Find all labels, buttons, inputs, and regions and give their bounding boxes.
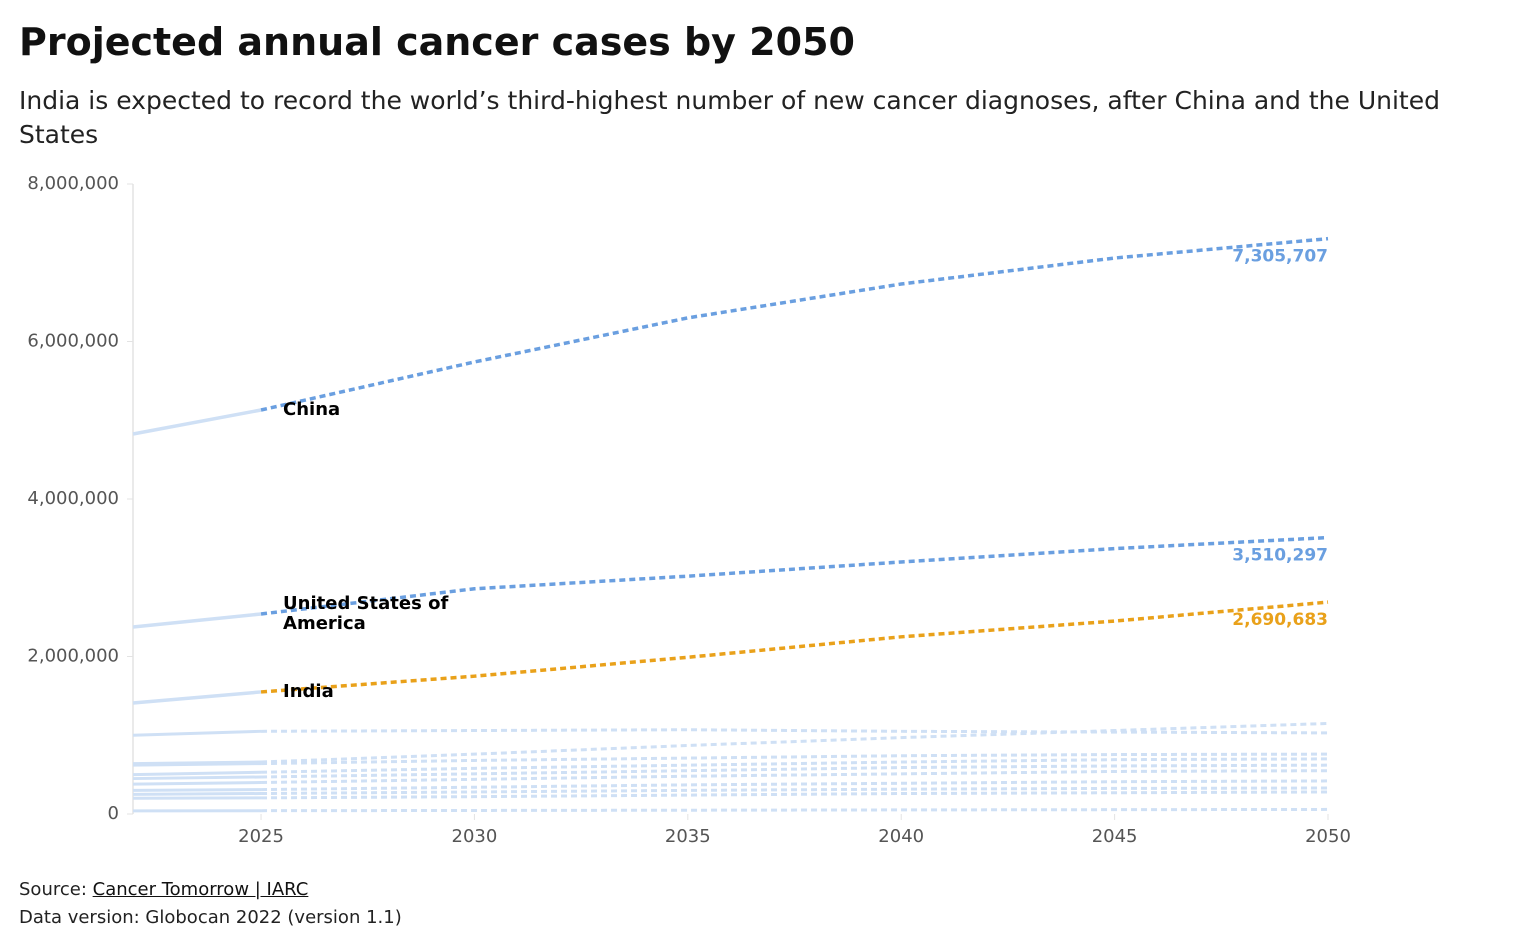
y-tick-label: 6,000,000 (27, 331, 119, 352)
line-projected (260, 721, 1329, 764)
line-projected (261, 807, 1329, 813)
line-observed (132, 788, 262, 792)
line-observed (132, 729, 262, 737)
value-label: 3,510,297 (1232, 546, 1328, 566)
line-projected (261, 752, 1329, 766)
line-observed (132, 760, 262, 766)
line-projected (261, 779, 1329, 792)
line-projected (261, 790, 1329, 800)
line-observed (132, 770, 262, 777)
footer: Source: Cancer Tomorrow | IARC Data vers… (19, 876, 402, 932)
line-observed (132, 775, 262, 781)
y-tick-label: 4,000,000 (27, 488, 119, 509)
y-tick-label: 8,000,000 (27, 173, 119, 194)
x-tick-label: 2040 (878, 826, 924, 847)
data-version: Data version: Globocan 2022 (version 1.1… (19, 907, 402, 928)
value-label: 7,305,707 (1232, 247, 1328, 267)
line-projected (261, 728, 1329, 735)
series-label: India (283, 681, 334, 702)
line-projected (261, 763, 1329, 779)
line-observed (132, 792, 262, 796)
series-label: China (283, 399, 340, 420)
series-label: United States of America (283, 593, 448, 634)
line-projected (260, 600, 1329, 694)
source: Source: Cancer Tomorrow | IARC (19, 876, 402, 904)
chart-title: Projected annual cancer cases by 2050 (19, 20, 855, 64)
x-tick-label: 2035 (665, 826, 711, 847)
source-link[interactable]: Cancer Tomorrow | IARC (92, 879, 309, 900)
line-observed (132, 612, 262, 629)
value-label: 2,690,683 (1232, 610, 1328, 630)
x-tick-label: 2025 (238, 826, 284, 847)
source-label: Source: (19, 879, 87, 900)
line-projected (260, 236, 1329, 412)
x-tick-label: 2050 (1305, 826, 1351, 847)
line-projected (261, 757, 1329, 774)
y-tick-label: 2,000,000 (27, 646, 119, 667)
line-observed (132, 781, 262, 786)
line-projected (261, 786, 1329, 796)
line-observed (132, 690, 262, 705)
x-tick-label: 2045 (1092, 826, 1138, 847)
line-observed (132, 762, 262, 767)
line-observed (132, 408, 262, 436)
line-projected (260, 535, 1329, 616)
chart-subtitle: India is expected to record the world’s … (19, 86, 1440, 149)
y-tick-label: 0 (108, 803, 119, 824)
x-tick-label: 2030 (452, 826, 498, 847)
line-projected (261, 769, 1329, 784)
